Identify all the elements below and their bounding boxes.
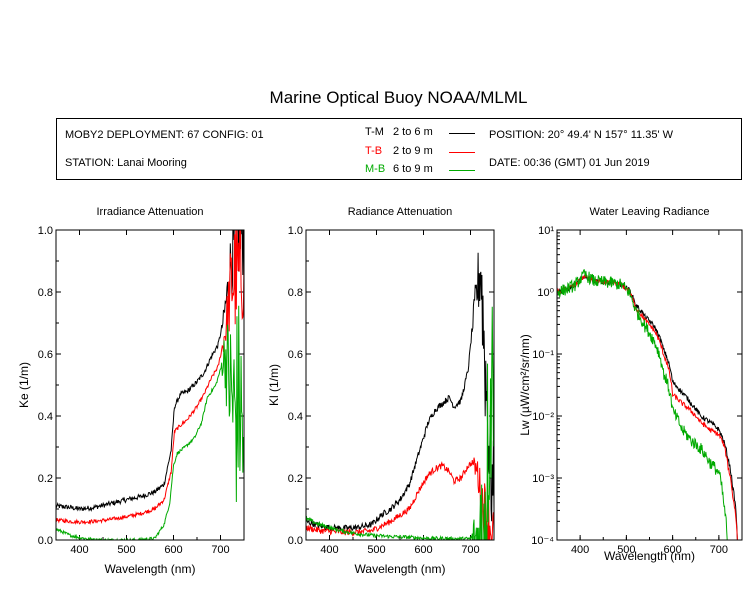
chart-title: Radiance Attenuation — [348, 206, 453, 218]
position-text: POSITION: 20° 49.4' N 157° 11.35' W — [489, 129, 673, 141]
y-axis-label: Ke (1/m) — [17, 362, 31, 408]
chart-1: Irradiance Attenuation 400 500 600 700 0.0 0.2… — [17, 206, 245, 576]
legend-code-tm: T-M — [365, 126, 384, 138]
x-tick-label: 500 — [367, 544, 385, 556]
series-line-m-b — [56, 305, 244, 540]
x-tick-label: 700 — [710, 544, 728, 556]
series-line-t-m — [306, 252, 494, 533]
x-tick-label: 500 — [117, 544, 135, 556]
y-axis-label: Kl (1/m) — [267, 364, 281, 406]
y-tick-label: 10¹ — [538, 225, 554, 237]
x-tick-label: 500 — [617, 544, 635, 556]
x-axis-label: Wavelength (nm) — [604, 549, 695, 563]
y-tick-label: 0.0 — [38, 535, 53, 547]
date-text: DATE: 00:36 (GMT) 01 Jun 2019 — [489, 157, 650, 169]
y-tick-label: 0.4 — [38, 411, 53, 423]
y-tick-label: 0.6 — [38, 349, 53, 361]
x-tick-label: 600 — [164, 544, 182, 556]
y-tick-label: 10⁻³ — [532, 473, 554, 485]
y-tick-label: 0.2 — [38, 473, 53, 485]
x-tick-label: 700 — [461, 544, 479, 556]
y-tick-label: 0.2 — [288, 473, 303, 485]
legend-swatch-mb — [449, 170, 475, 171]
legend-code-mb: M-B — [365, 163, 386, 175]
chart-2: Radiance Attenuation 400 500 600 700 0.0 0.2 0.… — [267, 206, 495, 576]
y-tick-label: 10⁻⁴ — [531, 535, 554, 547]
x-axis-label: Wavelength (nm) — [105, 562, 196, 576]
x-axis-label: Wavelength (nm) — [355, 562, 446, 576]
chart-3: Water Leaving Radiance 400 500 600 700 10⁻⁴ 10… — [518, 206, 743, 563]
legend-swatch-tm — [449, 133, 475, 134]
page-title: Marine Optical Buoy NOAA/MLML — [269, 88, 528, 107]
legend-swatch-tb — [449, 152, 475, 153]
y-axis-label: Lw (µW/cm²/sr/nm) — [518, 334, 532, 436]
series-line-t-b — [56, 230, 244, 526]
chart-title: Water Leaving Radiance — [589, 206, 709, 218]
series-line-m-b — [306, 306, 494, 540]
y-tick-label: 0.6 — [288, 349, 303, 361]
x-tick-label: 400 — [70, 544, 88, 556]
series-line-t-m — [557, 273, 738, 540]
legend-range-mb: 6 to 9 m — [393, 163, 433, 175]
x-tick-label: 400 — [571, 544, 589, 556]
plot-frame — [55, 229, 245, 541]
series-line-m-b — [557, 268, 728, 540]
y-tick-label: 1.0 — [38, 225, 53, 237]
y-tick-label: 0.0 — [288, 535, 303, 547]
legend-code-tb: T-B — [365, 145, 383, 157]
y-tick-label: 1.0 — [288, 225, 303, 237]
y-tick-label: 10⁰ — [537, 287, 554, 299]
plot-frame — [556, 229, 743, 541]
chart-title: Irradiance Attenuation — [96, 206, 203, 218]
info-box: MOBY2 DEPLOYMENT: 67 CONFIG: 01 STATION:… — [56, 118, 742, 180]
y-tick-label: 10⁻² — [532, 411, 554, 423]
legend-range-tb: 2 to 9 m — [393, 145, 433, 157]
x-tick-label: 700 — [211, 544, 229, 556]
y-tick-label: 0.8 — [288, 287, 303, 299]
legend-range-tm: 2 to 6 m — [393, 126, 433, 138]
plot-frame — [305, 229, 495, 541]
y-tick-label: 0.4 — [288, 411, 303, 423]
y-tick-label: 10⁻¹ — [532, 349, 554, 361]
x-tick-label: 600 — [663, 544, 681, 556]
y-tick-label: 0.8 — [38, 287, 53, 299]
x-tick-label: 600 — [414, 544, 432, 556]
x-tick-label: 400 — [320, 544, 338, 556]
deployment-text: MOBY2 DEPLOYMENT: 67 CONFIG: 01 — [65, 129, 264, 141]
series-line-t-b — [557, 273, 738, 540]
station-text: STATION: Lanai Mooring — [65, 157, 187, 169]
series-line-t-m — [56, 230, 244, 512]
